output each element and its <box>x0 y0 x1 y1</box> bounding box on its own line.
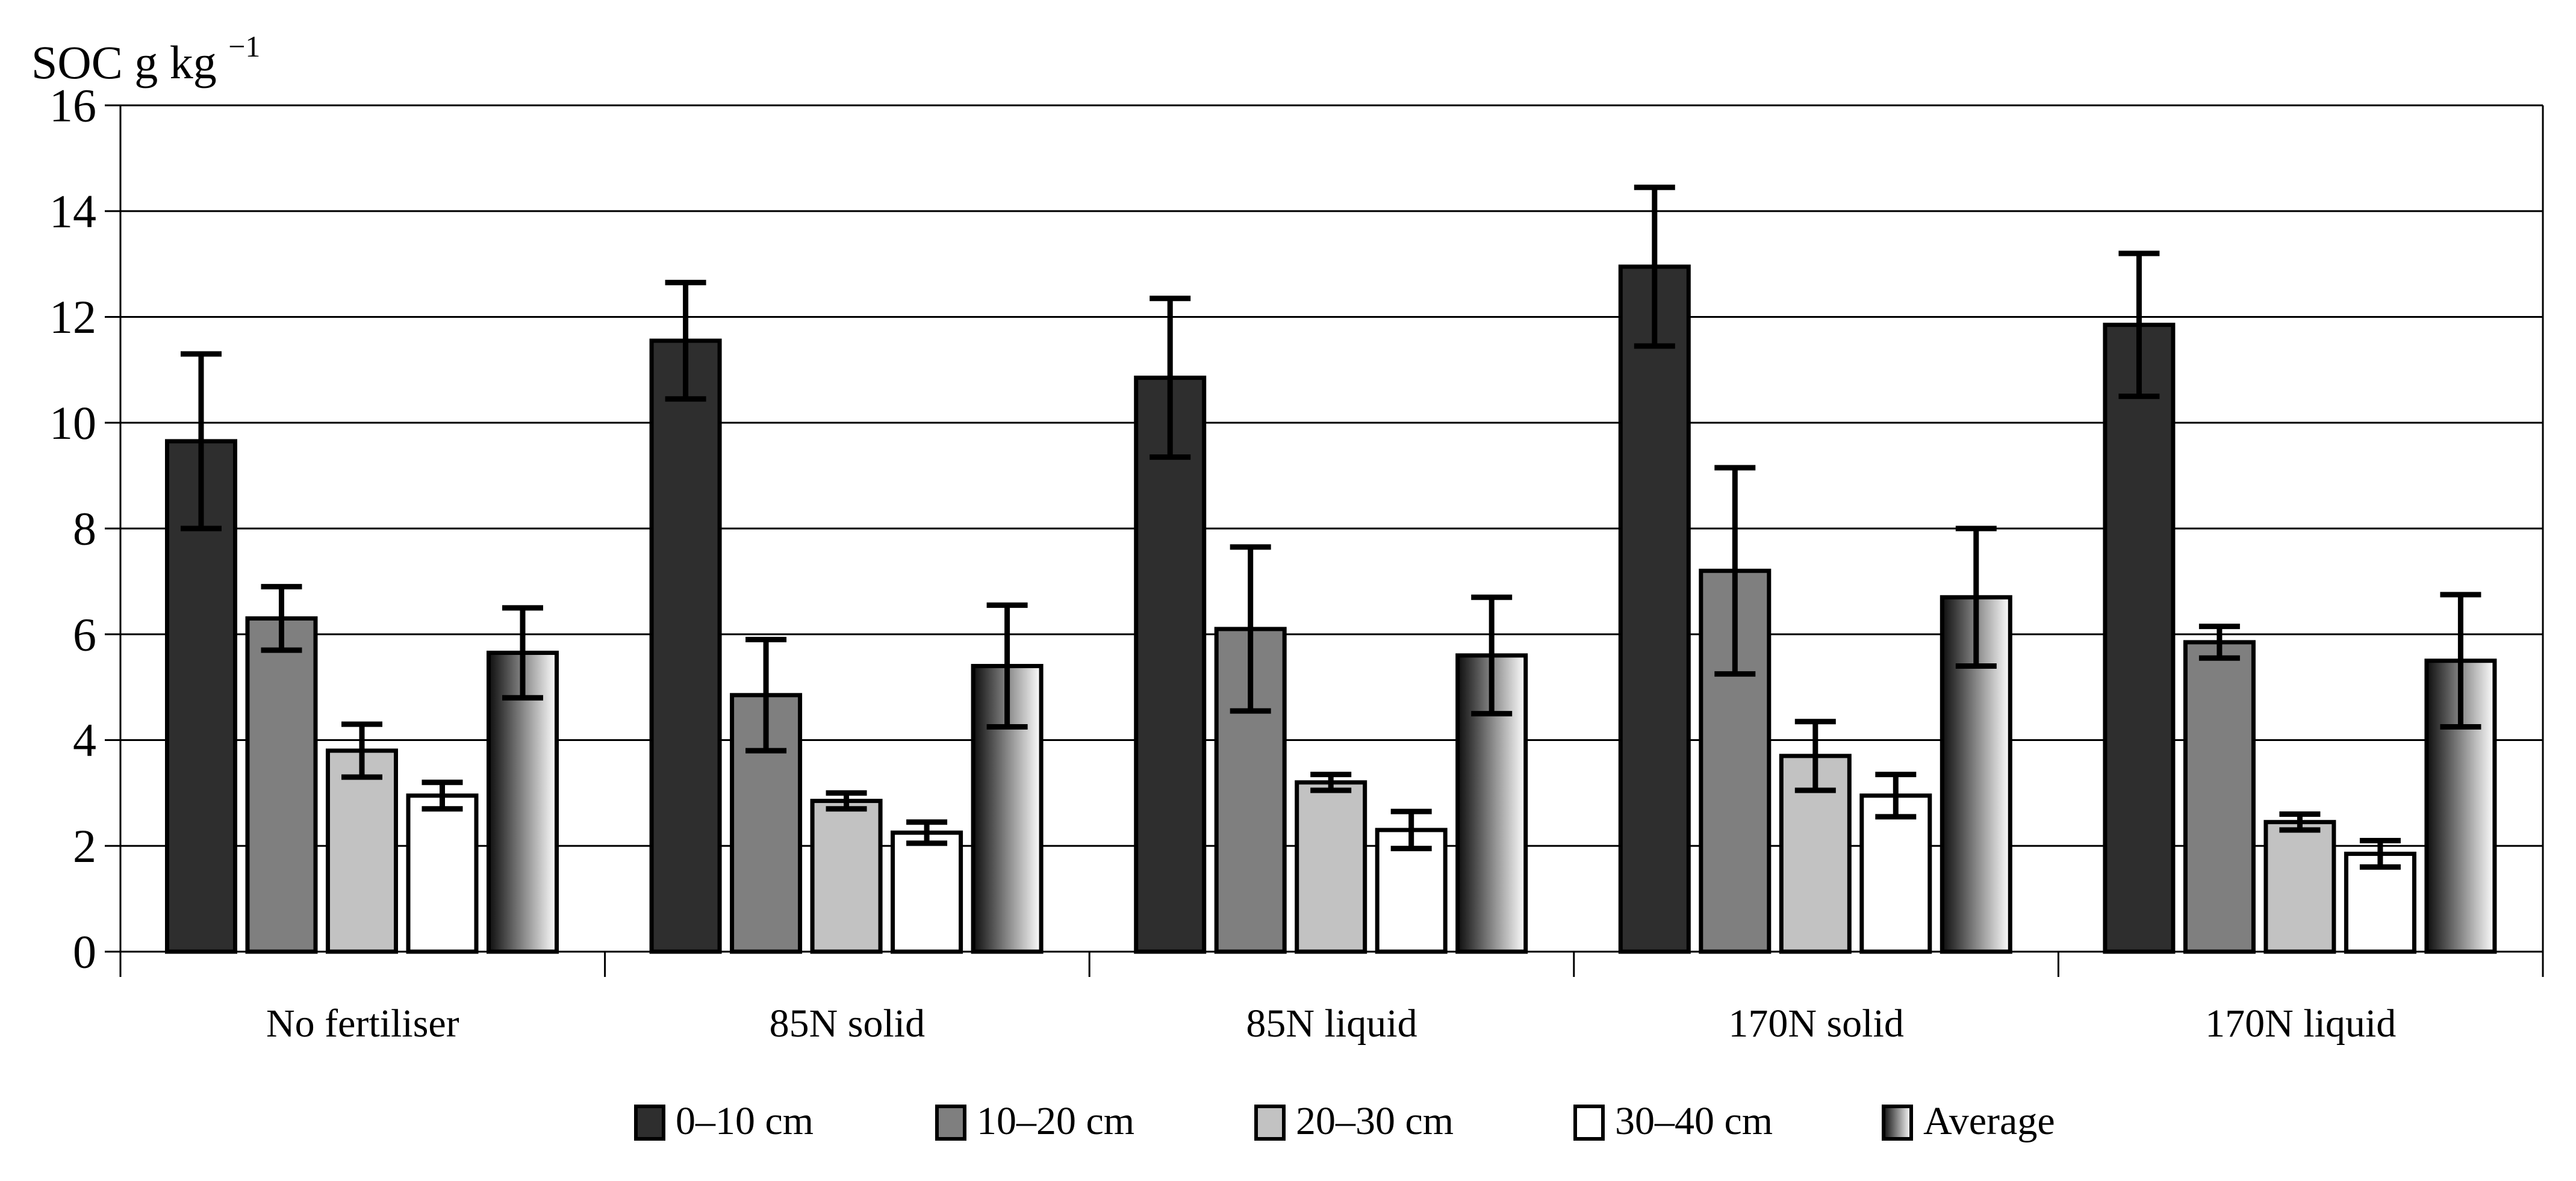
legend-swatch <box>1573 1105 1605 1141</box>
bar <box>2263 820 2336 954</box>
legend-label: Average <box>1923 1099 2055 1143</box>
legend-label: 30–40 cm <box>1615 1099 1773 1143</box>
y-axis-label: 2 <box>73 820 96 872</box>
y-axis-label: 4 <box>73 714 96 766</box>
bars-layer <box>165 264 2497 954</box>
chart-title-base: SOC g kg <box>31 36 217 88</box>
x-axis-label: No fertiliser <box>266 1002 459 1046</box>
bar <box>1295 780 1367 954</box>
x-axis-label: 85N solid <box>770 1002 926 1046</box>
bar <box>1859 793 1932 954</box>
legend-swatch <box>1254 1105 1286 1141</box>
bar <box>2103 323 2176 954</box>
legend-swatch <box>935 1105 966 1141</box>
chart-title-superscript: −1 <box>228 29 260 63</box>
axes-layer <box>119 105 2544 977</box>
legend-item: 0–10 cm <box>634 1099 814 1143</box>
y-axis-label: 16 <box>49 79 96 132</box>
legend-label: 10–20 cm <box>977 1099 1134 1143</box>
bar <box>2183 640 2256 954</box>
bar <box>810 799 883 954</box>
y-axis-label: 12 <box>49 291 96 343</box>
bar <box>487 651 559 954</box>
x-axis-label: 170N liquid <box>2205 1002 2396 1046</box>
legend-label: 0–10 cm <box>676 1099 814 1143</box>
y-axis-label: 0 <box>73 926 96 978</box>
bar <box>1618 264 1691 954</box>
y-axis-label: 14 <box>49 185 96 237</box>
legend-item: 10–20 cm <box>935 1099 1134 1143</box>
error-bars-layer <box>181 184 2481 870</box>
bar <box>2344 851 2416 954</box>
bar <box>891 830 963 954</box>
legend-item: Average <box>1882 1099 2055 1143</box>
y-axis-label: 8 <box>73 503 96 555</box>
legend: 0–10 cm 10–20 cm 20–30 cm 30–40 cm Average <box>634 1099 2055 1143</box>
y-axis-label: 10 <box>49 397 96 449</box>
legend-swatch <box>1882 1105 1913 1141</box>
x-axis-label: 170N solid <box>1728 1002 1904 1046</box>
bar <box>326 748 398 954</box>
bar <box>649 338 722 954</box>
legend-item: 20–30 cm <box>1254 1099 1454 1143</box>
legend-label: 20–30 cm <box>1296 1099 1454 1143</box>
legend-item: 30–40 cm <box>1573 1099 1773 1143</box>
y-axis-label: 6 <box>73 608 96 660</box>
bar <box>406 793 479 954</box>
chart-title: SOC g kg −1 <box>31 29 260 88</box>
bar <box>1134 376 1207 954</box>
legend-swatch <box>634 1105 665 1141</box>
axis-labels-layer: 0 2 4 6 8 10 12 14 16 No fertiliser 85N solid 85N l… <box>49 79 2396 1046</box>
bar <box>245 616 318 954</box>
x-axis-label: 85N liquid <box>1246 1002 1417 1046</box>
